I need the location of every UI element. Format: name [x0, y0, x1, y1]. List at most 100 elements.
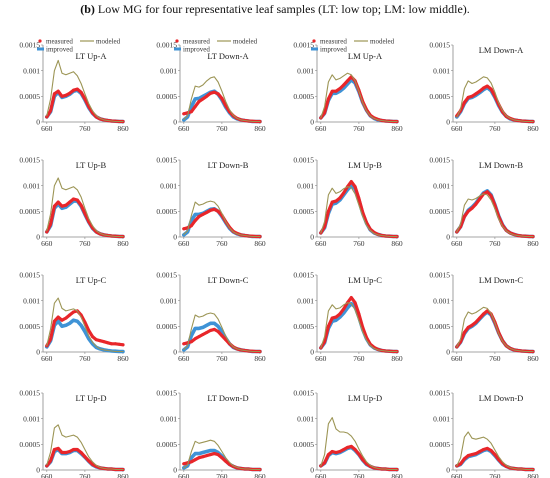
data-point-measured: [117, 342, 121, 346]
y-tick-label: 0.0015: [429, 271, 450, 280]
y-tick-label: 0: [36, 348, 40, 357]
data-point-measured: [205, 210, 209, 214]
data-point-measured: [205, 454, 209, 458]
data-point-measured: [224, 338, 228, 342]
x-tick-label: 860: [117, 124, 129, 133]
series-line-modeled: [183, 200, 261, 238]
y-tick-label: 0: [36, 466, 40, 475]
data-point-measured: [474, 92, 478, 96]
y-tick-label: 0: [446, 466, 450, 475]
series-line-modeled: [46, 177, 124, 238]
legend-label-measured: measured: [320, 37, 347, 45]
data-point-measured: [197, 100, 201, 103]
x-tick-label: 860: [391, 354, 403, 363]
y-tick-label: 0.001: [433, 66, 450, 75]
data-point-measured: [79, 203, 83, 207]
data-point-measured: [91, 335, 94, 339]
data-point-measured: [326, 324, 330, 328]
x-tick-label: 660: [451, 124, 463, 133]
data-point-measured: [330, 200, 334, 204]
series-line-modeled: [320, 417, 398, 471]
y-tick-label: 0.001: [433, 181, 450, 190]
data-point-measured: [60, 451, 64, 454]
data-point-measured: [342, 448, 346, 451]
x-tick-label: 760: [79, 239, 91, 248]
x-tick-label: 760: [79, 124, 91, 133]
x-tick-label: 760: [489, 472, 501, 478]
legend-label-improved: improved: [183, 45, 210, 53]
y-tick-label: 0.001: [23, 66, 40, 75]
series-line-modeled: [183, 76, 261, 123]
y-tick-label: 0.001: [297, 414, 314, 423]
data-point-measured: [489, 87, 493, 91]
data-point-measured: [45, 115, 49, 119]
data-point-measured: [64, 316, 68, 320]
y-tick-label: 0.0005: [293, 207, 314, 216]
data-point-measured: [189, 340, 193, 344]
x-tick-label: 860: [117, 472, 129, 478]
x-tick-label: 760: [489, 124, 501, 133]
y-tick-label: 0.0005: [19, 207, 40, 216]
y-tick-label: 0: [310, 348, 314, 357]
x-tick-label: 760: [489, 354, 501, 363]
y-tick-label: 0.0015: [19, 41, 40, 50]
x-tick-label: 660: [41, 472, 53, 478]
figure-label: (b): [80, 2, 95, 16]
x-tick-label: 860: [391, 124, 403, 133]
data-point-measured: [49, 109, 53, 113]
x-tick-label: 760: [216, 124, 228, 133]
y-tick-label: 0.001: [297, 66, 314, 75]
data-point-measured: [462, 215, 466, 218]
series-line-modeled: [46, 59, 124, 123]
data-point-measured: [470, 94, 474, 98]
data-point-measured: [220, 334, 224, 338]
data-point-measured: [197, 335, 201, 339]
data-point-measured: [342, 83, 346, 87]
legend-label-measured: measured: [46, 37, 73, 45]
series-line-improved: [455, 310, 535, 354]
data-point-measured: [466, 454, 470, 458]
panel-title: LT Down-C: [208, 275, 249, 285]
data-point-measured: [193, 458, 197, 462]
panel-lt-down-b: 0 0.0005 0.001 0.0015 660 760 860 LT Down-B: [156, 156, 266, 248]
data-point-measured: [182, 342, 186, 346]
y-tick-label: 0.001: [297, 181, 314, 190]
data-point-measured: [482, 312, 485, 316]
panel-lm-up-b: 0 0.0005 0.001 0.0015 660 760 860 LM Up-B: [293, 156, 403, 248]
data-point-measured: [205, 94, 209, 98]
data-point-measured: [52, 204, 56, 208]
y-tick-label: 0: [173, 118, 177, 127]
x-tick-label: 860: [117, 354, 129, 363]
data-point-measured: [334, 89, 338, 93]
y-tick-label: 0.0005: [429, 322, 450, 331]
data-point-measured: [45, 230, 49, 234]
x-tick-label: 860: [117, 239, 129, 248]
data-point-measured: [330, 450, 334, 453]
data-point-measured: [334, 199, 338, 203]
data-point-measured: [209, 328, 212, 332]
y-tick-label: 0.0015: [19, 271, 40, 280]
panel-title: LT Up-C: [76, 275, 107, 285]
series-line-modeled: [456, 76, 534, 123]
x-tick-label: 860: [254, 124, 266, 133]
panel-title: LM Down-A: [479, 45, 524, 55]
data-point-measured: [357, 197, 361, 200]
data-point-measured: [182, 112, 186, 116]
data-point-measured: [334, 451, 338, 454]
y-tick-label: 0.0005: [156, 207, 177, 216]
data-point-measured: [212, 452, 216, 456]
panel-lm-up-c: 0 0.0005 0.001 0.0015 660 760 860 LM Up-C: [293, 271, 403, 363]
x-tick-label: 760: [216, 472, 228, 478]
y-tick-label: 0.0005: [293, 440, 314, 449]
data-point-measured: [106, 341, 110, 345]
y-tick-label: 0: [446, 118, 450, 127]
panel-title: LT Up-A: [76, 51, 108, 61]
figure-title: (b) Low MG for four representative leaf …: [0, 2, 550, 17]
data-point-measured: [326, 209, 330, 213]
panel-title: LT Down-B: [208, 160, 249, 170]
data-point-measured: [56, 446, 60, 450]
data-point-measured: [466, 95, 470, 99]
legend-label-measured: measured: [183, 37, 210, 45]
y-tick-label: 0.0005: [19, 440, 40, 449]
